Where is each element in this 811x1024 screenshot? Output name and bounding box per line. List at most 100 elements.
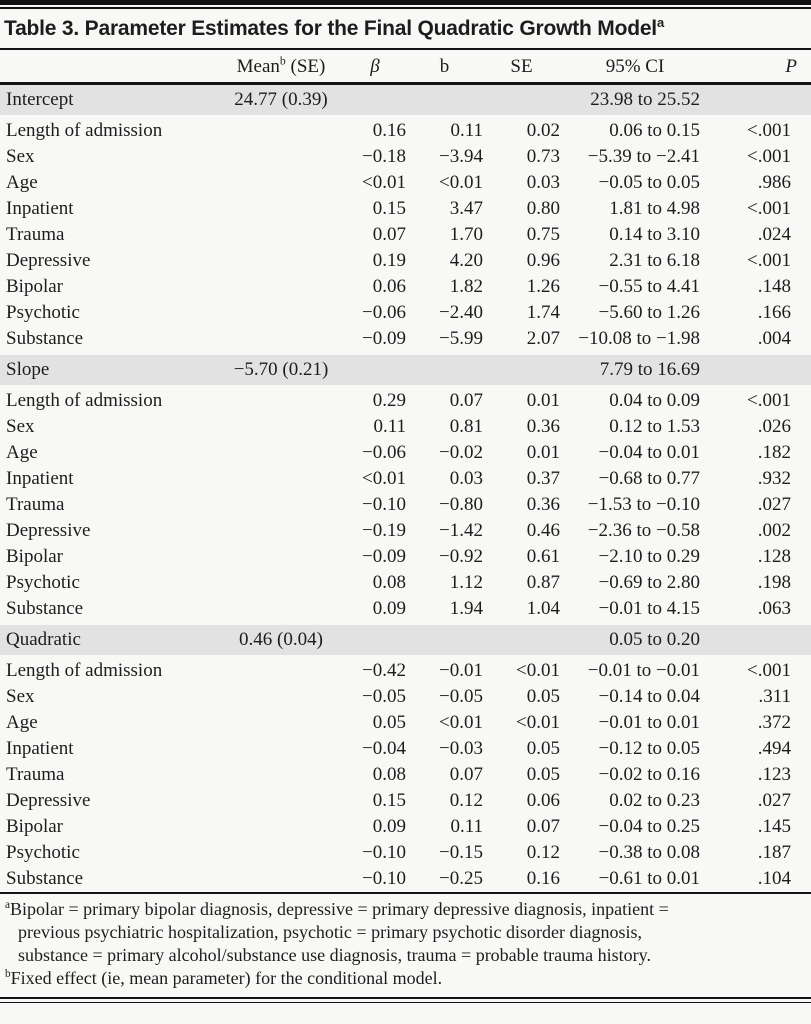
p-cell: <.001 xyxy=(747,198,791,219)
mean-cell: 0.46 (0.04) xyxy=(218,622,344,658)
table-row: Sex −0.05 −0.05 0.05 −0.14 to 0.04 .311 xyxy=(0,684,811,710)
mean-cell xyxy=(218,196,344,222)
param-cell: Substance xyxy=(6,328,84,349)
col-header-beta: β xyxy=(344,50,406,85)
table-row: Inpatient −0.04 −0.03 0.05 −0.12 to 0.05… xyxy=(0,736,811,762)
table-row: Substance −0.09 −5.99 2.07 −10.08 to −1.… xyxy=(0,326,811,354)
table-row: Depressive −0.19 −1.42 0.46 −2.36 to −0.… xyxy=(0,518,811,544)
table-row: Age 0.05 <0.01 <0.01 −0.01 to 0.01 .372 xyxy=(0,710,811,736)
table-row: Inpatient <0.01 0.03 0.37 −0.68 to 0.77 … xyxy=(0,466,811,492)
p-cell xyxy=(710,352,811,388)
b-cell: −0.05 xyxy=(439,686,483,707)
p-cell xyxy=(710,83,811,118)
p-cell: .494 xyxy=(757,738,791,759)
mean-cell xyxy=(218,710,344,736)
p-cell: .004 xyxy=(757,328,791,349)
se-cell: 0.36 xyxy=(526,494,560,515)
se-cell: 0.01 xyxy=(526,390,560,411)
se-cell: 0.16 xyxy=(526,868,560,889)
beta-cell: 0.19 xyxy=(372,250,406,271)
param-cell: Sex xyxy=(6,416,35,437)
p-cell: .166 xyxy=(757,302,791,323)
beta-cell: −0.06 xyxy=(362,302,406,323)
p-cell: .198 xyxy=(757,572,791,593)
se-cell: 0.46 xyxy=(526,520,560,541)
beta-cell: −0.09 xyxy=(362,546,406,567)
section-name-cell: Quadratic xyxy=(0,622,218,658)
p-cell: .027 xyxy=(757,790,791,811)
col-header-se: SE xyxy=(483,50,560,85)
beta-cell: 0.15 xyxy=(372,790,406,811)
table-title: Table 3. Parameter Estimates for the Fin… xyxy=(0,9,811,48)
p-cell: <.001 xyxy=(747,660,791,681)
beta-cell: 0.29 xyxy=(372,390,406,411)
b-cell: 1.94 xyxy=(449,598,483,619)
se-cell: 0.37 xyxy=(526,468,560,489)
ci-cell: 1.81 to 4.98 xyxy=(609,198,700,219)
param-cell: Age xyxy=(6,712,38,733)
param-cell: Inpatient xyxy=(6,198,74,219)
mean-cell xyxy=(218,492,344,518)
se-cell: 0.80 xyxy=(526,198,560,219)
b-cell: <0.01 xyxy=(439,172,483,193)
p-cell: .128 xyxy=(757,546,791,567)
top-rule-thick xyxy=(0,0,811,5)
ci-cell: −5.60 to 1.26 xyxy=(598,302,701,323)
mean-cell xyxy=(218,414,344,440)
mean-header-se: (SE) xyxy=(285,56,326,77)
param-cell: Trauma xyxy=(6,494,65,515)
se-cell: 0.75 xyxy=(526,224,560,245)
b-cell: <0.01 xyxy=(439,712,483,733)
mean-cell xyxy=(218,144,344,170)
beta-cell: 0.07 xyxy=(372,224,406,245)
mean-cell xyxy=(218,440,344,466)
table-row: Bipolar −0.09 −0.92 0.61 −2.10 to 0.29 .… xyxy=(0,544,811,570)
se-cell: 0.87 xyxy=(526,572,560,593)
param-cell: Trauma xyxy=(6,224,65,245)
b-cell: 3.47 xyxy=(449,198,483,219)
param-cell: Inpatient xyxy=(6,468,74,489)
section-name-cell: Slope xyxy=(0,352,218,388)
mean-cell xyxy=(218,596,344,624)
p-cell: .145 xyxy=(757,816,791,837)
bottom-rule-thin xyxy=(0,1002,811,1003)
b-cell: 0.12 xyxy=(449,790,483,811)
p-cell: <.001 xyxy=(747,146,791,167)
section-row-intercept: Intercept 24.77 (0.39) 23.98 to 25.52 xyxy=(0,83,811,118)
mean-cell xyxy=(218,117,344,145)
table-row: Inpatient 0.15 3.47 0.80 1.81 to 4.98 <.… xyxy=(0,196,811,222)
footnote-b-marker: b xyxy=(5,968,11,980)
table-row: Trauma −0.10 −0.80 0.36 −1.53 to −0.10 .… xyxy=(0,492,811,518)
mean-cell: 24.77 (0.39) xyxy=(218,83,344,118)
beta-cell xyxy=(344,352,406,388)
mean-cell xyxy=(218,570,344,596)
ci-cell: −0.01 to −0.01 xyxy=(587,660,700,681)
beta-cell: −0.10 xyxy=(362,494,406,515)
ci-cell: −0.02 to 0.16 xyxy=(598,764,701,785)
param-cell: Trauma xyxy=(6,764,65,785)
se-cell: 0.36 xyxy=(526,416,560,437)
table-row: Depressive 0.19 4.20 0.96 2.31 to 6.18 <… xyxy=(0,248,811,274)
top-rule-thin xyxy=(0,7,811,9)
b-cell: −0.03 xyxy=(439,738,483,759)
mean-cell xyxy=(218,466,344,492)
b-cell: −0.80 xyxy=(439,494,483,515)
table-title-superscript: a xyxy=(656,15,664,30)
mean-cell xyxy=(218,840,344,866)
se-cell: 0.01 xyxy=(526,442,560,463)
footnote-a-text: Bipolar = primary bipolar diagnosis, dep… xyxy=(9,899,669,965)
beta-cell: 0.05 xyxy=(372,712,406,733)
beta-cell: 0.09 xyxy=(372,598,406,619)
beta-cell: 0.16 xyxy=(372,120,406,141)
b-cell: 0.07 xyxy=(449,764,483,785)
se-cell: 0.03 xyxy=(526,172,560,193)
param-cell: Inpatient xyxy=(6,738,74,759)
mean-cell xyxy=(218,684,344,710)
p-cell: <.001 xyxy=(747,390,791,411)
param-cell: Psychotic xyxy=(6,572,80,593)
col-header-mean-se: Meanb (SE) xyxy=(218,50,344,85)
ci-cell: −0.01 to 4.15 xyxy=(598,598,701,619)
table-row: Psychotic −0.10 −0.15 0.12 −0.38 to 0.08… xyxy=(0,840,811,866)
param-cell: Substance xyxy=(6,598,84,619)
b-cell: 1.82 xyxy=(449,276,483,297)
